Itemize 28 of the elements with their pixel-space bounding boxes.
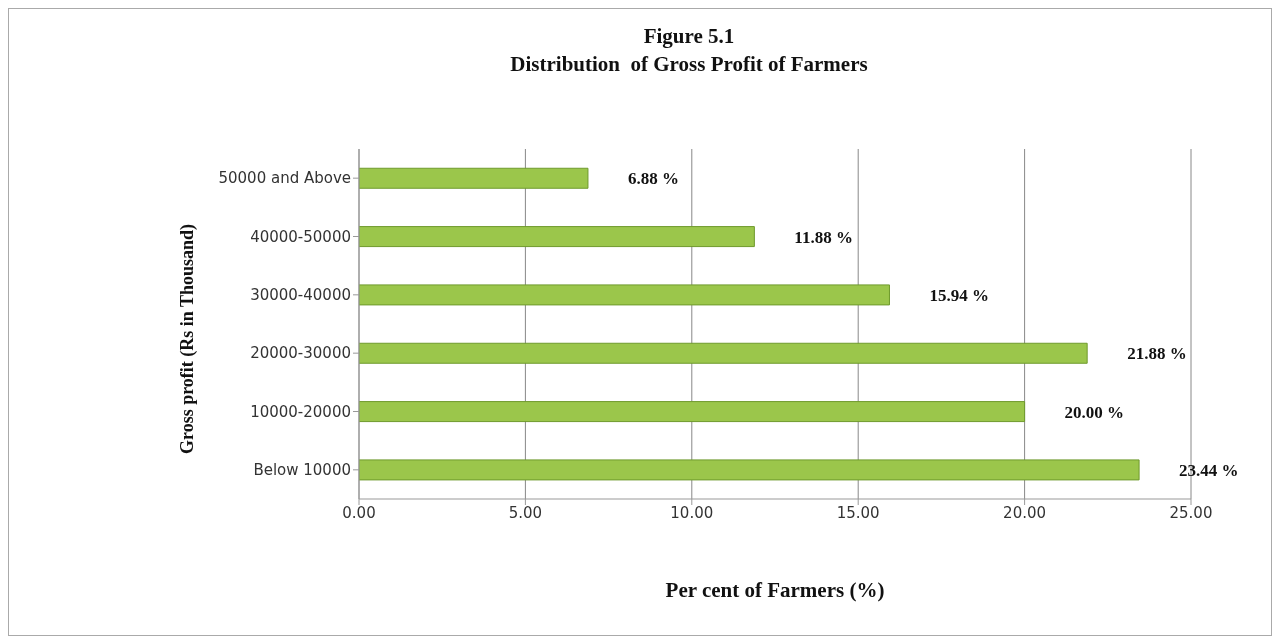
chart-title: Figure 5.1 (643, 23, 735, 49)
y-tick-label: 40000-50000 (250, 227, 351, 246)
data-label: 11.88 % (794, 227, 853, 247)
x-tick-label: 0.00 (342, 503, 376, 522)
y-tick-label: 20000-30000 (250, 344, 351, 363)
x-axis-title: Per cent of Farmers (%) (665, 577, 885, 603)
x-tick-label: 15.00 (836, 503, 880, 522)
y-tick-label: 50000 and Above (218, 169, 351, 188)
y-axis-title: Gross profit (Rs in Thousand) (176, 223, 198, 455)
y-tick-label: 30000-40000 (250, 286, 351, 305)
bar (359, 226, 755, 248)
bar (359, 167, 589, 189)
y-tick-label: 10000-20000 (250, 402, 351, 421)
bar (359, 342, 1088, 364)
data-label: 15.94 % (929, 285, 989, 305)
x-tick-label: 10.00 (670, 503, 714, 522)
bar (359, 401, 1026, 423)
y-tick-label: Below 10000 (253, 461, 351, 480)
data-label: 6.88 % (627, 169, 679, 189)
data-label: 21.88 % (1127, 344, 1187, 364)
chart-subtitle: Distribution of Gross Profit of Farmers (510, 51, 868, 77)
x-tick-label: 25.00 (1169, 503, 1213, 522)
bar (359, 284, 890, 306)
x-tick-label: 5.00 (508, 503, 543, 522)
data-label: 23.44 % (1179, 460, 1239, 480)
x-tick-label: 20.00 (1003, 503, 1047, 522)
data-label: 20.00 % (1064, 402, 1125, 422)
bar (359, 459, 1140, 481)
